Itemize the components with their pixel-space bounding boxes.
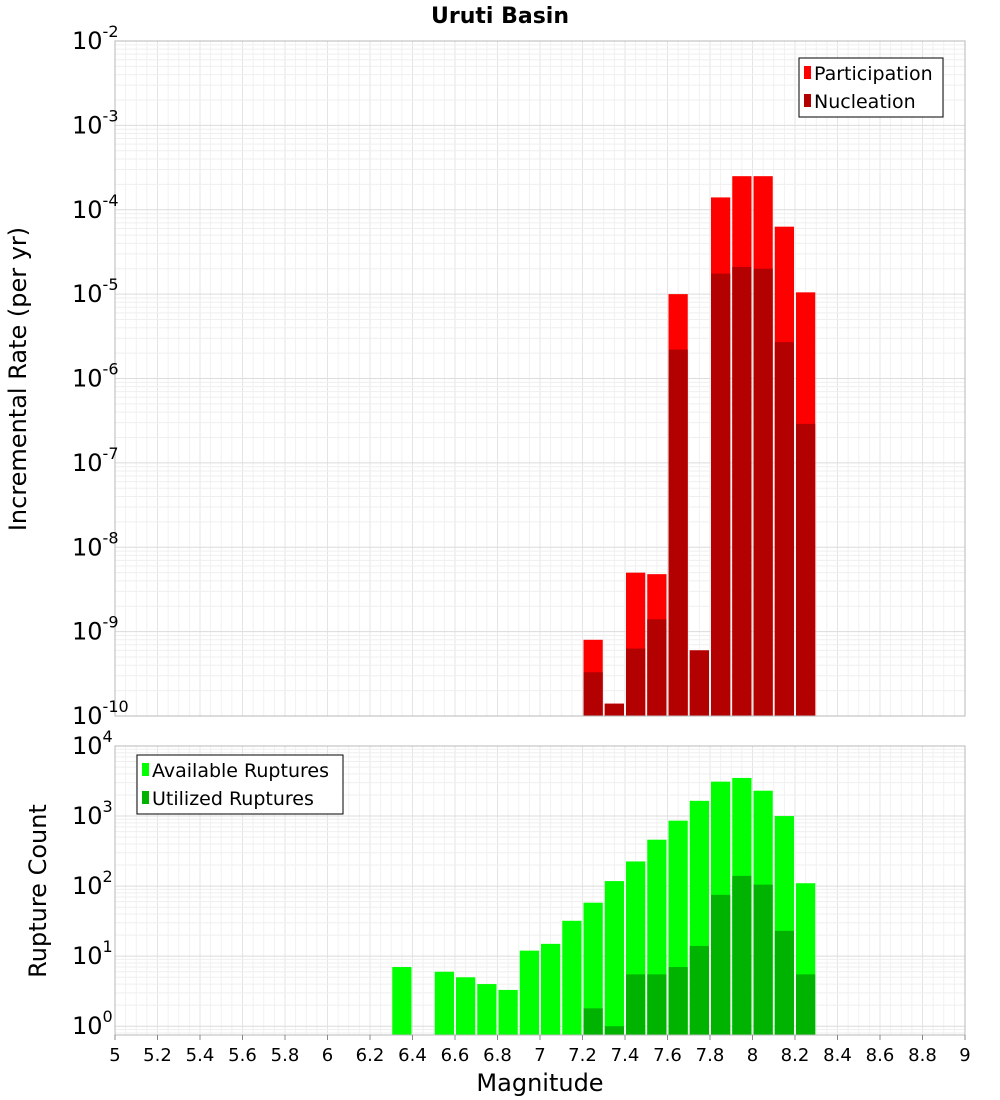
bottom-bar <box>541 943 561 1035</box>
x-tick-label: 5.2 <box>143 1045 172 1066</box>
bottom-legend: Available Ruptures Utilized Ruptures <box>136 754 344 815</box>
top-grid <box>115 41 965 717</box>
x-tick-label: 9 <box>959 1045 970 1066</box>
top-y-tick-label: 10-8 <box>72 528 119 561</box>
bottom-bar <box>562 920 582 1035</box>
top-bar <box>753 268 773 716</box>
bottom-bar <box>456 977 476 1035</box>
top-bar <box>796 423 816 716</box>
bottom-bar <box>626 974 646 1035</box>
x-axis-label: Magnitude <box>476 1069 603 1097</box>
bottom-y-tick-label: 104 <box>72 727 113 760</box>
top-y-tick-label: 10-9 <box>72 613 119 646</box>
bottom-bar <box>604 881 624 1035</box>
x-tick-label: 8 <box>747 1045 758 1066</box>
top-y-axis-label: Incremental Rate (per yr) <box>4 227 32 531</box>
top-bar <box>732 266 752 716</box>
x-tick-label: 8.2 <box>781 1045 810 1066</box>
legend-swatch <box>142 763 149 776</box>
bottom-bar <box>668 967 688 1035</box>
bottom-y-tick-label: 100 <box>72 1007 113 1040</box>
bottom-y-tick-label: 103 <box>72 797 113 830</box>
bottom-bar <box>753 884 773 1035</box>
x-tick-label: 5 <box>109 1045 120 1066</box>
rupture-count-plot: 100 101 102 103 104 Available Ruptures Utilize… <box>72 727 971 1066</box>
legend-label: Participation <box>814 63 933 85</box>
top-y-tick-label: 10-7 <box>72 444 119 477</box>
bottom-legend-box <box>136 754 344 815</box>
bottom-bar <box>774 930 794 1035</box>
top-y-tick-label: 10-3 <box>72 106 119 139</box>
bottom-bar <box>711 894 731 1035</box>
x-tick-label: 7.6 <box>653 1045 682 1066</box>
x-tick-label: 6.4 <box>398 1045 427 1066</box>
x-tick-label: 5.8 <box>271 1045 300 1066</box>
bottom-bar <box>583 1008 603 1035</box>
x-tick-labels: 5 5.2 5.4 5.6 5.8 6 6.2 6.4 6.6 6.8 7 7.2 7.4 7.6 7.8 8… <box>109 1035 971 1066</box>
bottom-y-tick-label: 102 <box>72 867 113 900</box>
legend-label: Utilized Ruptures <box>152 788 314 810</box>
top-bar <box>604 703 624 716</box>
x-tick-label: 7 <box>534 1045 545 1066</box>
chart-title: Uruti Basin <box>431 4 569 29</box>
x-tick-label: 6.6 <box>441 1045 470 1066</box>
legend-swatch <box>804 94 811 107</box>
bottom-bar <box>796 974 816 1035</box>
x-tick-label: 5.6 <box>228 1045 257 1066</box>
legend-label: Available Ruptures <box>152 760 329 782</box>
top-legend: Participation Nucleation <box>798 57 944 118</box>
x-tick-label: 7.8 <box>696 1045 725 1066</box>
bottom-bar <box>392 967 412 1035</box>
top-bar <box>711 273 731 716</box>
bottom-bar <box>498 989 518 1035</box>
legend-label: Nucleation <box>814 91 916 113</box>
x-tick-label: 7.4 <box>611 1045 640 1066</box>
top-plot-frame <box>114 40 966 717</box>
x-tick-label: 6 <box>322 1045 333 1066</box>
bottom-bar <box>732 875 752 1035</box>
x-tick-label: 5.4 <box>186 1045 215 1066</box>
top-y-tick-label: 10-6 <box>72 360 119 393</box>
x-tick-label: 8.8 <box>908 1045 937 1066</box>
bottom-bar <box>647 974 667 1035</box>
x-tick-label: 6.2 <box>356 1045 385 1066</box>
top-legend-box <box>798 57 944 118</box>
top-bar <box>647 619 667 716</box>
x-tick-label: 6.8 <box>483 1045 512 1066</box>
bottom-bar <box>519 950 539 1035</box>
bottom-series-2 <box>583 875 816 1035</box>
top-y-tick-label: 10-10 <box>72 697 129 730</box>
bottom-bar <box>604 1026 624 1035</box>
legend-swatch <box>804 66 811 79</box>
top-y-tick-label: 10-2 <box>72 22 119 55</box>
top-bar <box>583 672 603 716</box>
bottom-y-tick-label: 101 <box>72 937 113 970</box>
top-bar <box>774 342 794 716</box>
participation-nucleation-plot: 10-10 10-9 10-8 10-7 10-6 10-5 10-4 10-3 10-2 Par… <box>72 22 966 730</box>
x-tick-label: 7.2 <box>568 1045 597 1066</box>
top-bar <box>689 650 709 716</box>
top-y-tick-label: 10-5 <box>72 275 119 308</box>
top-bar <box>626 648 646 716</box>
legend-swatch <box>142 791 149 804</box>
bottom-bar <box>689 945 709 1035</box>
top-y-tick-label: 10-4 <box>72 191 119 224</box>
top-series-2 <box>583 266 816 716</box>
x-tick-label: 8.4 <box>823 1045 852 1066</box>
top-bar <box>668 349 688 716</box>
bottom-y-axis-label: Rupture Count <box>24 804 52 978</box>
bottom-bar <box>434 971 454 1035</box>
x-tick-label: 8.6 <box>866 1045 895 1066</box>
bottom-bar <box>583 902 603 1035</box>
bottom-bar <box>477 984 497 1035</box>
